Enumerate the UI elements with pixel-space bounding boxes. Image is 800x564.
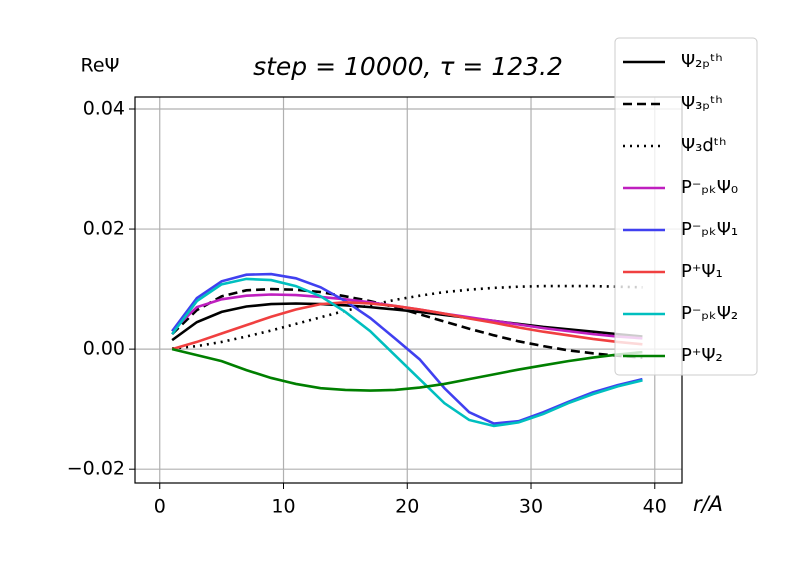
plot-frame: [134, 96, 683, 484]
line-series: [171, 277, 643, 428]
x-tick-label: 0: [154, 496, 166, 518]
chart-title: step = 10000, τ = 123.2: [253, 52, 563, 81]
legend-label: P⁺Ψ₁: [681, 261, 723, 282]
legend-label: Ψ₃ₚᵗʰ: [681, 93, 723, 114]
legend-label: Ψ₂ₚᵗʰ: [681, 51, 723, 72]
legend-label: P⁻ₚₖΨ₂: [681, 303, 738, 324]
line-series: [171, 301, 643, 351]
line-series: [171, 302, 643, 342]
line-series: [171, 347, 643, 392]
legend-label: P⁻ₚₖΨ₀: [681, 177, 738, 198]
legend-label: P⁻ₚₖΨ₁: [681, 219, 738, 240]
x-tick-label: 40: [643, 496, 667, 518]
y-tick-label: −0.02: [67, 458, 125, 480]
legend-label: Ψ₃dᵗʰ: [681, 135, 726, 156]
x-axis-label: r/A: [693, 492, 723, 516]
y-tick-label: 0.00: [83, 338, 125, 360]
line-series: [171, 287, 643, 359]
x-tick-label: 10: [271, 496, 295, 518]
y-tick-label: 0.04: [83, 98, 125, 120]
y-axis-label: ReΨ: [81, 55, 120, 77]
legend-label: P⁺Ψ₂: [681, 345, 723, 366]
x-tick-label: 20: [395, 496, 419, 518]
x-tick-label: 30: [519, 496, 543, 518]
y-tick-label: 0.02: [83, 218, 125, 240]
legend-box: [614, 37, 758, 376]
